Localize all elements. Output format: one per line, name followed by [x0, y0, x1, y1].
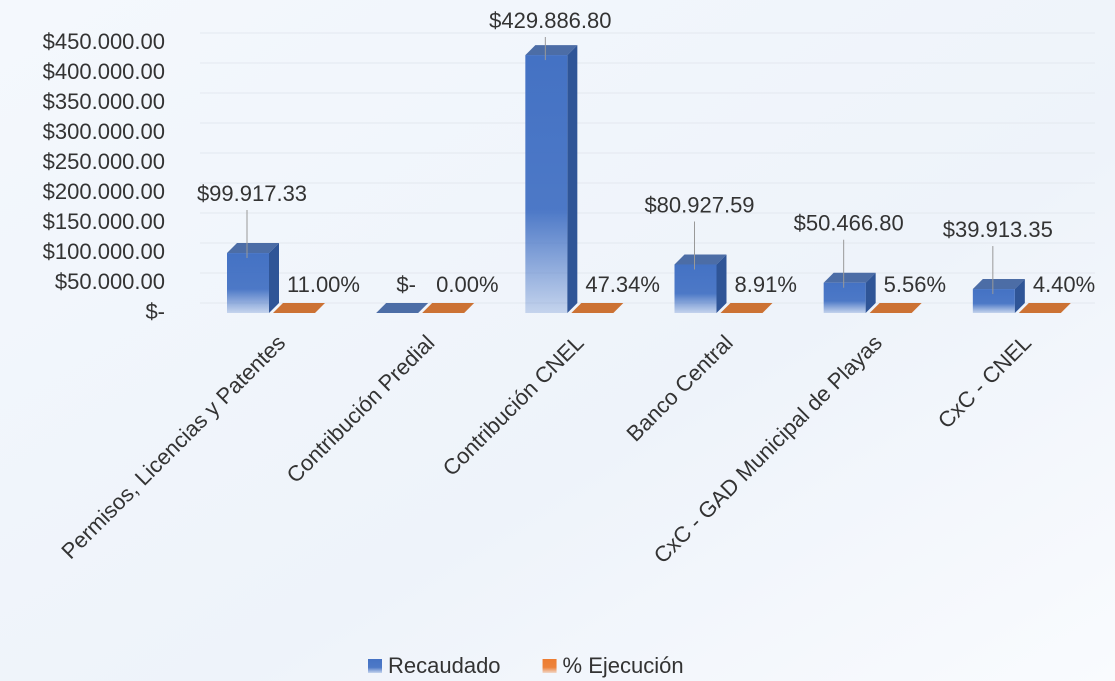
data-label: 4.40% [1033, 272, 1095, 297]
bar [823, 282, 866, 313]
bar [972, 289, 1015, 313]
bar-side [613, 302, 624, 313]
bar-side [269, 243, 279, 313]
bar-side [1014, 279, 1025, 313]
bar-top [869, 302, 922, 313]
bar-top [376, 303, 429, 313]
data-label: $39.913.35 [943, 217, 1053, 242]
y-tick-label: $300.000.00 [43, 119, 165, 144]
y-tick-label: $350.000.00 [43, 89, 165, 114]
data-label: 0.00% [436, 272, 498, 297]
legend: Recaudado % Ejecución [368, 653, 684, 678]
data-label: $429.886.80 [489, 8, 611, 33]
bar-side [567, 45, 578, 313]
bar [227, 253, 269, 313]
data-label: $50.466.80 [794, 211, 904, 236]
bar-top [823, 272, 876, 283]
y-tick-label: $200.000.00 [43, 179, 165, 204]
bar-top [972, 279, 1025, 290]
y-tick-label: $400.000.00 [43, 59, 165, 84]
data-label: $80.927.59 [644, 192, 754, 217]
bar-top [273, 302, 325, 313]
data-label: $- [396, 272, 416, 297]
data-label: 47.34% [585, 272, 660, 297]
bar-side [865, 272, 876, 313]
bar [674, 264, 717, 313]
y-tick-label: $450.000.00 [43, 29, 165, 54]
y-tick-label: $250.000.00 [43, 149, 165, 174]
data-label: $99.917.33 [197, 181, 307, 206]
bar-side [716, 254, 727, 313]
legend-label: % Ejecución [563, 653, 684, 678]
data-label: 5.56% [884, 272, 946, 297]
legend-swatch [368, 659, 382, 673]
bar-top [571, 302, 624, 313]
bar-top [1018, 302, 1071, 313]
bar [525, 55, 568, 313]
y-tick-label: $100.000.00 [43, 239, 165, 264]
bar-top [422, 303, 475, 313]
bar-top [674, 254, 727, 265]
y-tick-label: $50.000.00 [55, 269, 165, 294]
y-tick-label: $150.000.00 [43, 209, 165, 234]
data-label: 8.91% [735, 272, 797, 297]
legend-label: Recaudado [388, 653, 501, 678]
y-tick-label: $- [145, 299, 165, 324]
bar-top [720, 302, 773, 313]
legend-swatch [542, 659, 557, 673]
bar-top [227, 243, 279, 254]
bar-top [525, 45, 578, 56]
data-label: 11.00% [287, 272, 360, 297]
